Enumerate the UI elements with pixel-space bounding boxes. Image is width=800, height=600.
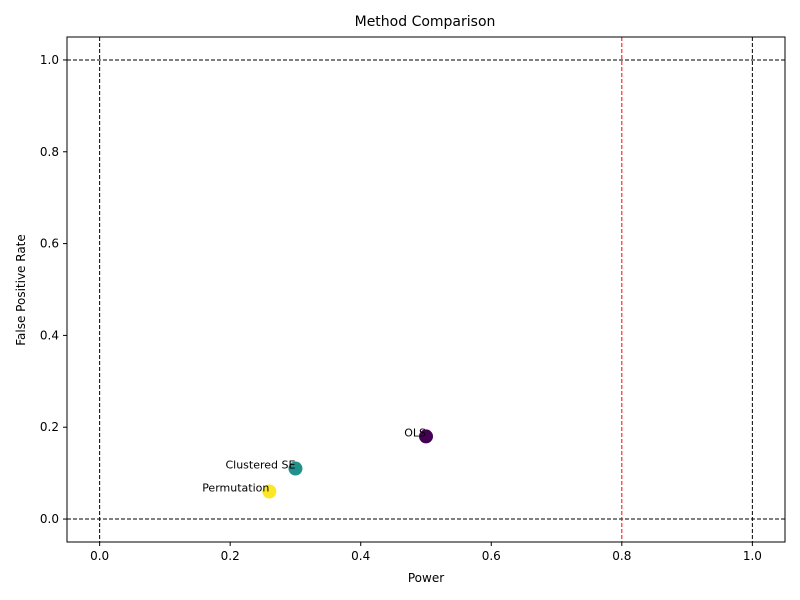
y-axis-label: False Positive Rate xyxy=(14,234,28,346)
y-tick-label: 0.6 xyxy=(40,237,59,251)
data-point-2 xyxy=(262,484,277,499)
data-point-1 xyxy=(288,461,303,476)
x-tick-label: 0.4 xyxy=(351,549,370,563)
point-label-1: Clustered SE xyxy=(225,459,295,472)
point-label-0: OLS xyxy=(404,426,426,439)
x-axis-label: Power xyxy=(408,571,444,585)
x-axis-ticks: 0.0 0.2 0.4 0.6 0.8 1.0 xyxy=(90,542,762,563)
y-tick-label: 0.4 xyxy=(40,328,59,342)
y-tick-label: 0.2 xyxy=(40,420,59,434)
point-label-2: Permutation xyxy=(202,482,269,495)
plot-frame xyxy=(66,36,786,543)
y-tick-label: 1.0 xyxy=(40,53,59,67)
y-tick-label: 0.0 xyxy=(40,512,59,526)
reference-lines xyxy=(67,37,785,542)
data-points xyxy=(262,429,433,499)
y-axis-ticks: 0.0 0.2 0.4 0.6 0.8 1.0 xyxy=(40,53,67,526)
point-labels: OLS Clustered SE Permutation xyxy=(202,426,426,494)
chart-title: Method Comparison xyxy=(355,14,496,30)
data-point-0 xyxy=(419,429,433,444)
x-tick-label: 0.2 xyxy=(221,549,240,563)
x-tick-label: 0.6 xyxy=(482,549,501,563)
x-tick-label: 0.0 xyxy=(90,549,109,563)
x-tick-label: 1.0 xyxy=(743,549,762,563)
x-tick-label: 0.8 xyxy=(612,549,631,563)
y-tick-label: 0.8 xyxy=(40,145,59,159)
